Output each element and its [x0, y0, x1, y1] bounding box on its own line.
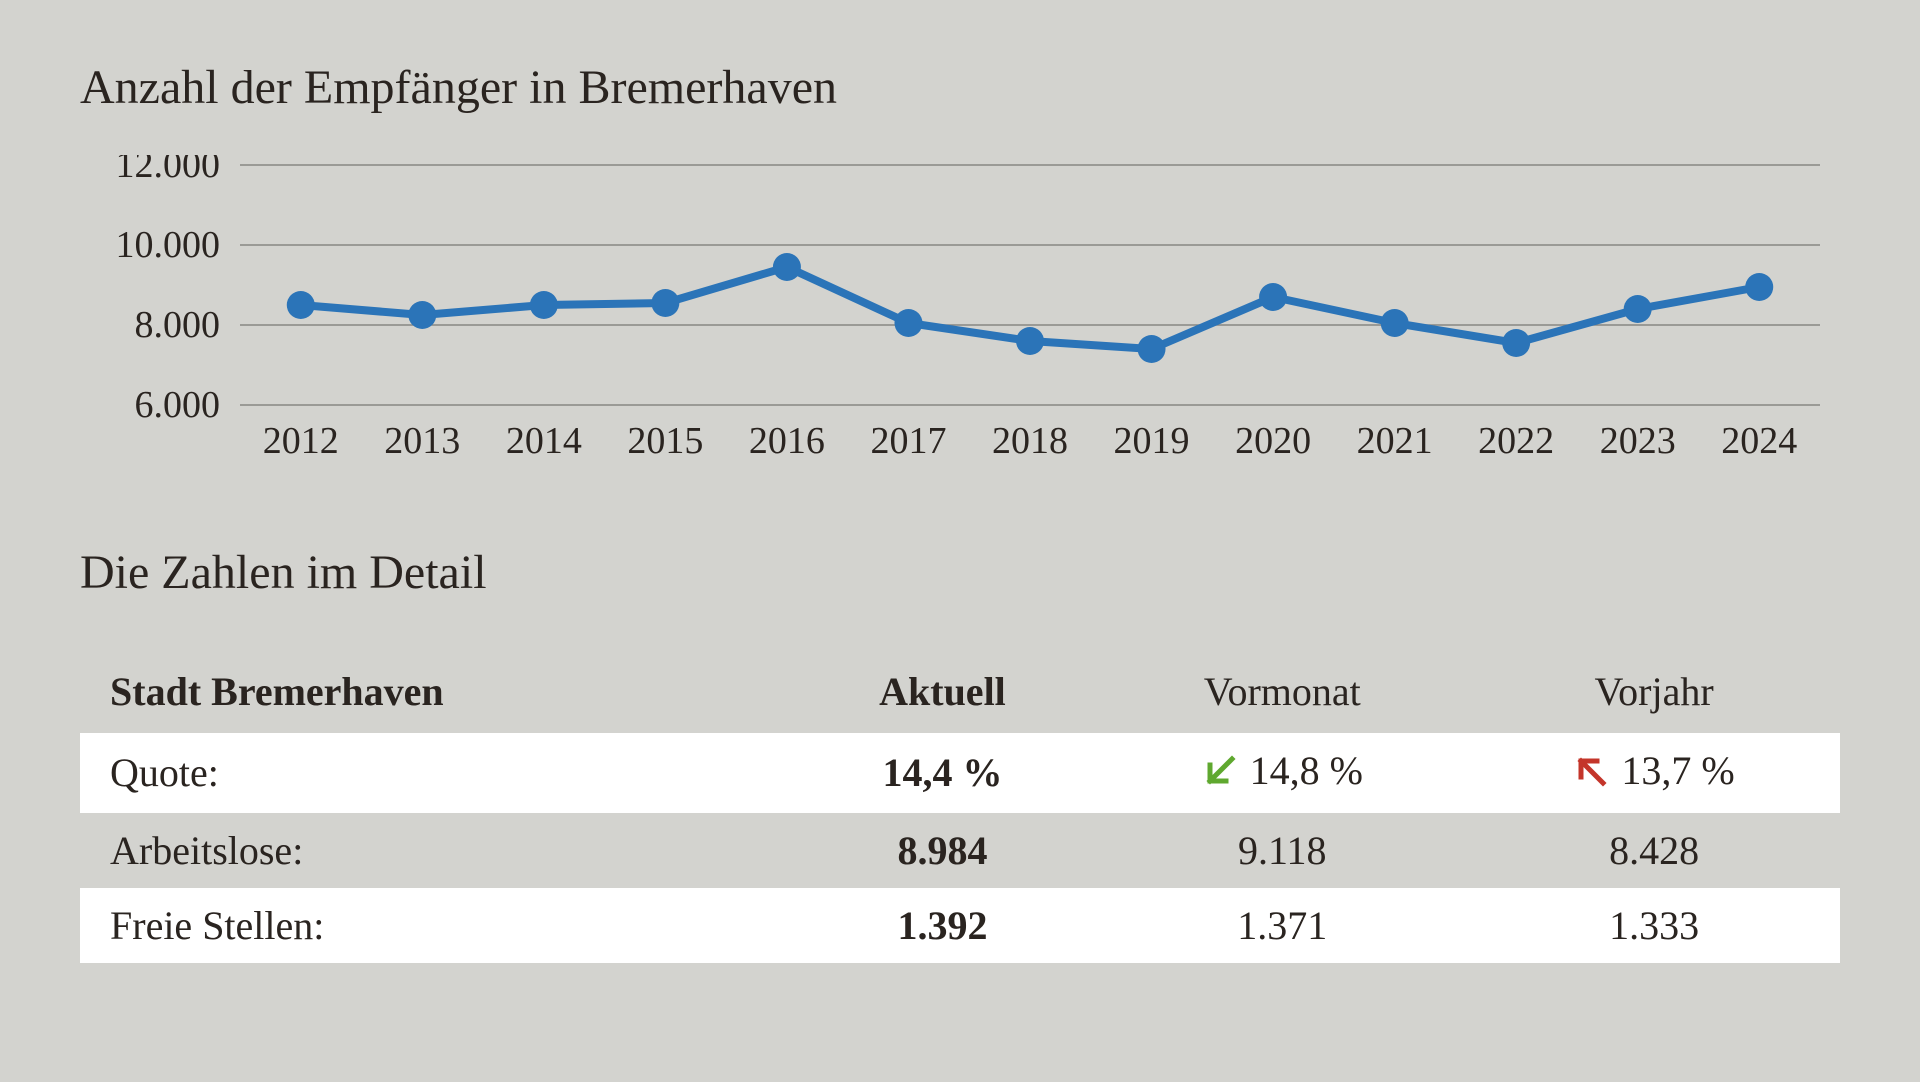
row-prev-month: 1.371	[1096, 888, 1468, 963]
x-tick-label: 2020	[1235, 420, 1311, 462]
header-prev-month: Vormonat	[1096, 650, 1468, 733]
row-current: 8.984	[789, 813, 1097, 888]
header-current: Aktuell	[789, 650, 1097, 733]
arrow-down-icon	[1202, 753, 1238, 789]
row-prev-year: 13,7 %	[1468, 733, 1840, 813]
chart-svg: 6.000 8.000 10.000 12.000 2012 2013 2014 2015 20…	[80, 155, 1840, 465]
x-tick-label: 2022	[1478, 420, 1554, 462]
y-tick-label: 8.000	[135, 304, 221, 346]
data-point	[894, 309, 922, 337]
y-tick-label: 10.000	[116, 224, 221, 266]
y-tick-label: 12.000	[116, 155, 221, 186]
row-prev-month: 9.118	[1096, 813, 1468, 888]
arrow-up-icon	[1573, 753, 1609, 789]
x-tick-label: 2015	[627, 420, 703, 462]
row-label: Quote:	[80, 733, 789, 813]
table-row: Freie Stellen:1.3921.3711.333	[80, 888, 1840, 963]
table-row: Quote:14,4 % 14,8 % 13,7 %	[80, 733, 1840, 813]
data-point	[773, 253, 801, 281]
row-prev-month: 14,8 %	[1096, 733, 1468, 813]
table-header-row: Stadt Bremerhaven Aktuell Vormonat Vorja…	[80, 650, 1840, 733]
data-point	[651, 289, 679, 317]
x-tick-label: 2013	[384, 420, 460, 462]
x-tick-label: 2023	[1600, 420, 1676, 462]
data-point	[1624, 295, 1652, 323]
row-prev-year: 8.428	[1468, 813, 1840, 888]
chart-title: Anzahl der Empfänger in Bremerhaven	[80, 60, 1840, 115]
x-tick-label: 2024	[1721, 420, 1797, 462]
y-tick-label: 6.000	[135, 384, 221, 426]
header-prev-year: Vorjahr	[1468, 650, 1840, 733]
header-region: Stadt Bremerhaven	[80, 650, 789, 733]
x-tick-label: 2019	[1114, 420, 1190, 462]
line-chart: 6.000 8.000 10.000 12.000 2012 2013 2014 2015 20…	[80, 155, 1840, 465]
row-current: 1.392	[789, 888, 1097, 963]
x-tick-label: 2021	[1357, 420, 1433, 462]
data-point	[1138, 335, 1166, 363]
data-point	[1381, 309, 1409, 337]
row-prev-year: 1.333	[1468, 888, 1840, 963]
data-point	[1259, 283, 1287, 311]
x-tick-label: 2012	[263, 420, 339, 462]
row-current: 14,4 %	[789, 733, 1097, 813]
data-point	[287, 291, 315, 319]
data-point	[530, 291, 558, 319]
data-point	[1502, 329, 1530, 357]
row-label: Arbeitslose:	[80, 813, 789, 888]
x-tick-label: 2017	[870, 420, 946, 462]
x-tick-label: 2016	[749, 420, 825, 462]
x-tick-label: 2018	[992, 420, 1068, 462]
row-label: Freie Stellen:	[80, 888, 789, 963]
x-tick-label: 2014	[506, 420, 582, 462]
detail-table: Stadt Bremerhaven Aktuell Vormonat Vorja…	[80, 650, 1840, 963]
detail-title: Die Zahlen im Detail	[80, 545, 1840, 600]
data-point	[1016, 327, 1044, 355]
data-point	[1745, 273, 1773, 301]
table-row: Arbeitslose:8.9849.1188.428	[80, 813, 1840, 888]
data-point	[408, 301, 436, 329]
